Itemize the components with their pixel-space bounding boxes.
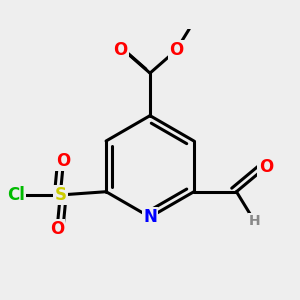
Text: O: O [259,158,273,176]
Text: S: S [54,186,66,204]
Text: Cl: Cl [7,186,25,204]
Text: O: O [56,152,71,169]
Text: N: N [143,208,157,226]
Text: O: O [169,41,183,59]
Text: methyl: methyl [192,24,197,26]
Text: O: O [113,41,128,59]
Text: H: H [249,214,260,228]
Text: O: O [50,220,64,238]
